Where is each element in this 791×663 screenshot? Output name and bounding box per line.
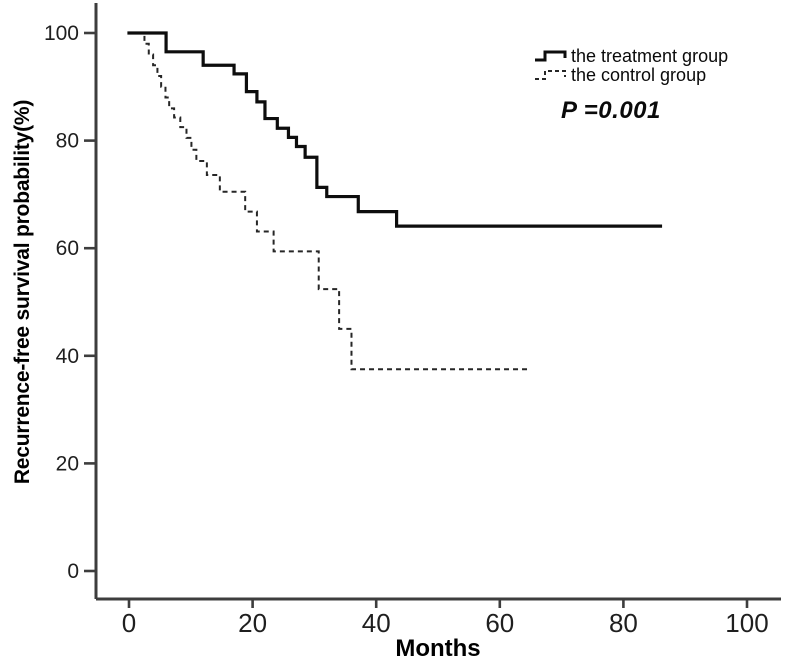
y-tick-label: 40 [56, 345, 79, 368]
y-tick-label: 60 [56, 237, 79, 260]
curve-treatment-group [127, 31, 663, 228]
control-dashed-line-icon [535, 70, 566, 80]
y-tick-label: 20 [56, 452, 79, 475]
p-value-annotation: P =0.001 [561, 97, 661, 124]
legend-label-treatment: the treatment group [571, 46, 729, 66]
legend-item-treatment: the treatment group [534, 46, 729, 66]
curve-control-group [138, 32, 531, 371]
legend-label-control: the control group [571, 65, 707, 85]
x-tick-label: 100 [725, 608, 768, 638]
x-axis-title: Months [395, 635, 481, 662]
x-tick-label: 20 [238, 608, 267, 638]
y-tick-label: 0 [67, 560, 79, 583]
x-tick-label: 60 [485, 608, 514, 638]
x-tick-label: 80 [609, 608, 638, 638]
legend: the treatment group the control group [534, 46, 729, 85]
x-tick-label: 40 [362, 608, 391, 638]
legend-item-control: the control group [534, 65, 728, 85]
treatment-solid-line-icon [535, 50, 567, 62]
y-axis-title: Recurrence-free survival probability(%) [11, 99, 34, 485]
x-tick-label: 0 [122, 608, 136, 638]
y-tick-label: 80 [56, 130, 79, 153]
y-tick-label: 100 [44, 22, 79, 45]
